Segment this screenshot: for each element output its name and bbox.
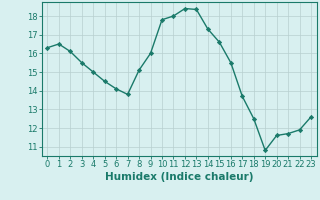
X-axis label: Humidex (Indice chaleur): Humidex (Indice chaleur)	[105, 172, 253, 182]
